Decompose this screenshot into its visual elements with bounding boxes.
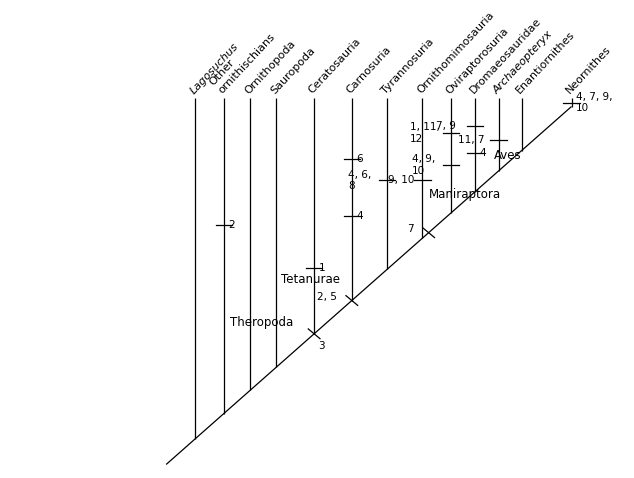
Text: Ceratosauria: Ceratosauria bbox=[307, 36, 363, 96]
Text: 1, 11,
12: 1, 11, 12 bbox=[410, 122, 440, 143]
Text: 4, 7, 9,
10: 4, 7, 9, 10 bbox=[576, 92, 612, 113]
Text: Dromaeosauridae: Dromaeosauridae bbox=[468, 16, 543, 96]
Text: Ornithomimosauria: Ornithomimosauria bbox=[415, 10, 496, 96]
Text: 7: 7 bbox=[406, 224, 413, 234]
Text: 4: 4 bbox=[479, 148, 486, 158]
Text: Ornithopoda: Ornithopoda bbox=[243, 38, 297, 96]
Text: Enantiornithes: Enantiornithes bbox=[514, 30, 577, 96]
Text: Maniraptora: Maniraptora bbox=[429, 188, 501, 201]
Text: 7, 9: 7, 9 bbox=[436, 121, 456, 131]
Text: 4: 4 bbox=[356, 211, 363, 221]
Text: 4, 6,
8: 4, 6, 8 bbox=[348, 170, 372, 191]
Text: 2, 5: 2, 5 bbox=[317, 292, 337, 302]
Text: Other
ornithischians: Other ornithischians bbox=[208, 24, 277, 96]
Text: Archaeopteryx: Archaeopteryx bbox=[491, 29, 555, 96]
Text: 3: 3 bbox=[318, 341, 325, 351]
Text: Theropoda: Theropoda bbox=[230, 316, 294, 329]
Text: 2: 2 bbox=[228, 219, 235, 229]
Text: Neornithes: Neornithes bbox=[564, 44, 613, 96]
Text: 1: 1 bbox=[318, 263, 325, 273]
Text: 9, 10: 9, 10 bbox=[388, 174, 414, 185]
Text: Sauropoda: Sauropoda bbox=[269, 45, 318, 96]
Text: Carnosuria: Carnosuria bbox=[344, 45, 393, 96]
Text: 6: 6 bbox=[356, 154, 363, 164]
Text: Aves: Aves bbox=[495, 149, 522, 162]
Text: Tetanurae: Tetanurae bbox=[281, 273, 340, 286]
Text: 11, 7: 11, 7 bbox=[458, 135, 484, 145]
Text: Oviraptorosuria: Oviraptorosuria bbox=[444, 25, 510, 96]
Text: Tyrannosuria: Tyrannosuria bbox=[380, 36, 436, 96]
Text: Lagosuchus: Lagosuchus bbox=[188, 41, 240, 96]
Text: 4, 9,
10: 4, 9, 10 bbox=[412, 154, 436, 175]
